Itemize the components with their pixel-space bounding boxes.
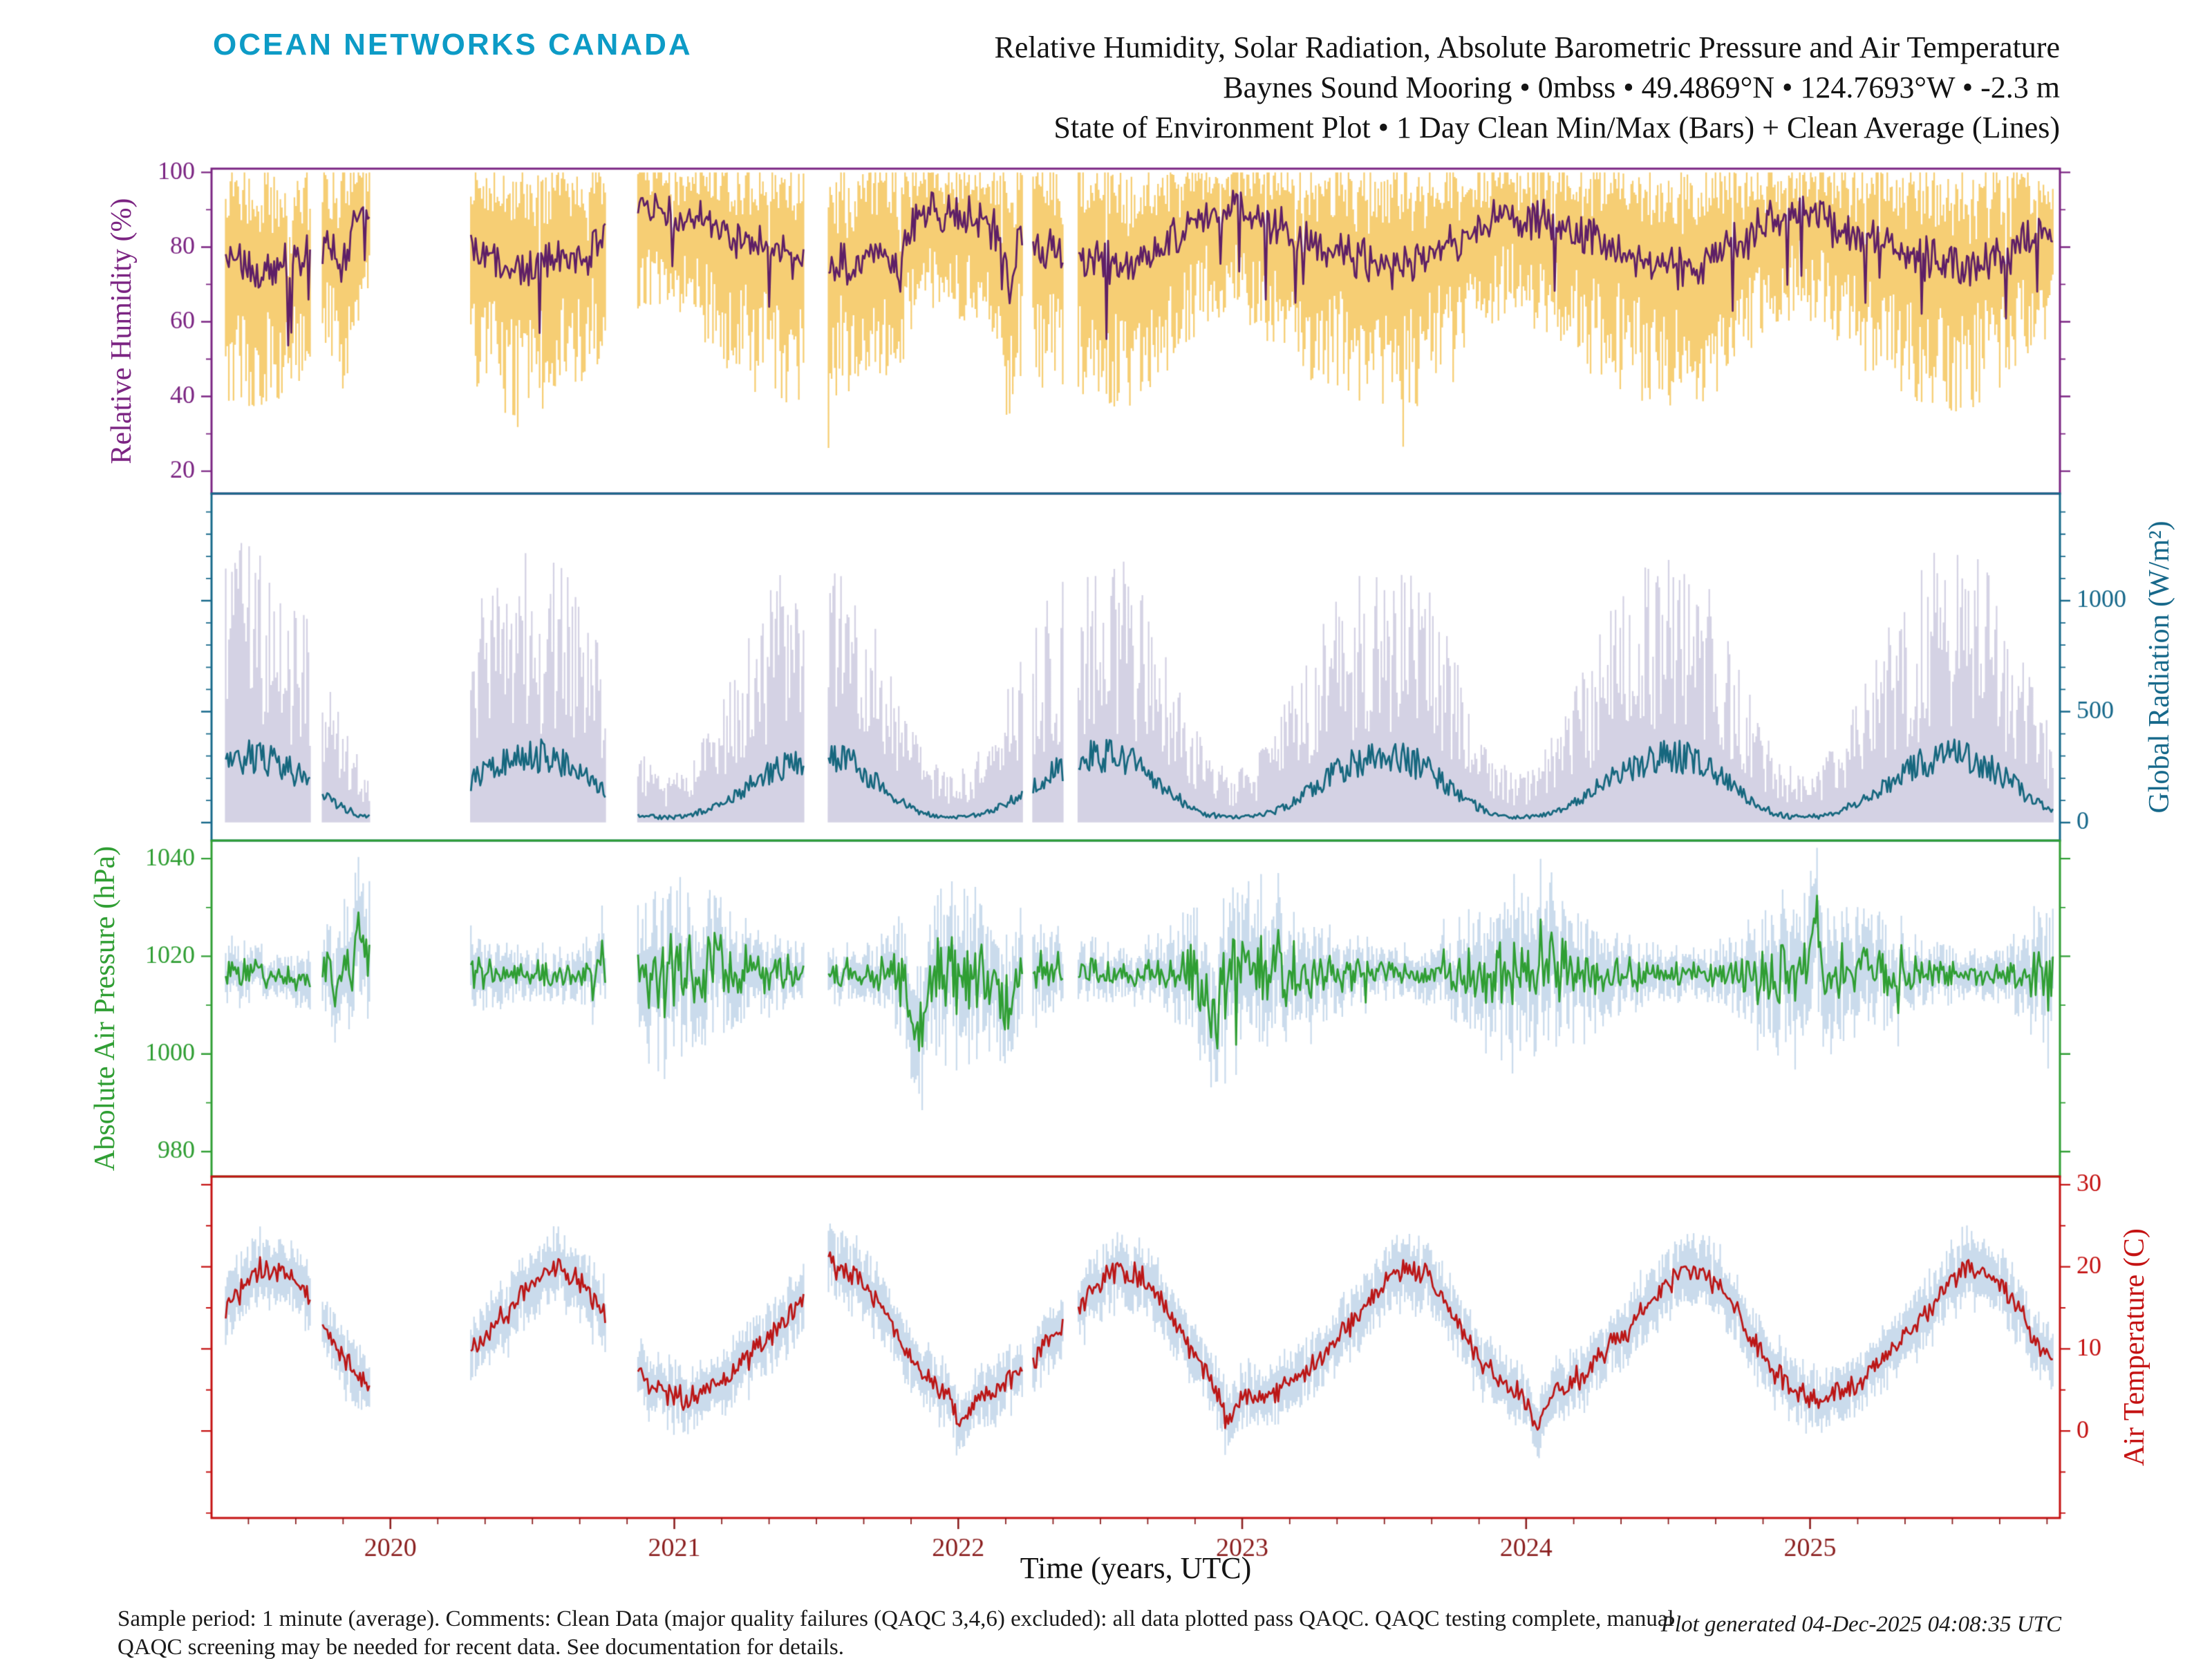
temperature-axis-label: Air Temperature (C): [2119, 1228, 2150, 1466]
radiation-axis-label: Global Radiation (W/m²): [2144, 521, 2175, 814]
footer-note-line1: Sample period: 1 minute (average). Comme…: [118, 1606, 1674, 1631]
time-axis-label: Time (years, UTC): [1020, 1551, 1252, 1585]
onc-logo: OCEAN NETWORKS CANADA: [213, 28, 693, 62]
plot-title-line1: Relative Humidity, Solar Radiation, Abso…: [994, 30, 2060, 64]
footer-generated: Plot generated 04-Dec-2025 04:08:35 UTC: [1660, 1612, 2061, 1637]
plot-title-line3: State of Environment Plot • 1 Day Clean …: [1053, 111, 2060, 144]
footer-note: Sample period: 1 minute (average). Comme…: [118, 1605, 1674, 1659]
pressure-axis-label: Absolute Air Pressure (hPa): [89, 845, 121, 1172]
plot-title-block: Relative Humidity, Solar Radiation, Abso…: [995, 28, 2060, 148]
humidity-axis-label: Relative Humidity (%): [106, 198, 138, 465]
footer-note-line2: QAQC screening may be needed for recent …: [118, 1635, 845, 1659]
plot-title-line2: Baynes Sound Mooring • 0mbss • 49.4869°N…: [1223, 71, 2060, 104]
